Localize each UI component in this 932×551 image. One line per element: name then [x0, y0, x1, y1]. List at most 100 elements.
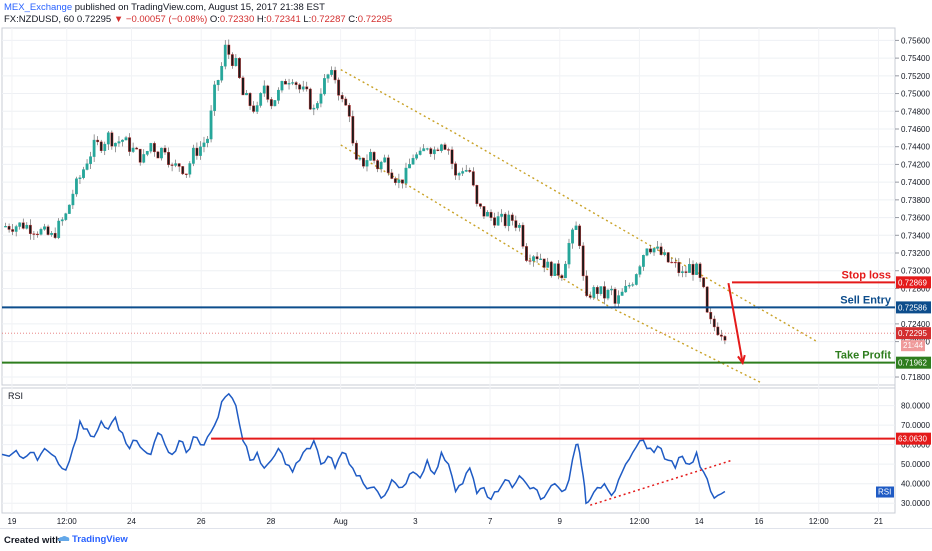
time-tick-label: 19 — [8, 517, 17, 526]
down-triangle-icon: ▼ — [113, 14, 124, 25]
level-name-2: Take Profit — [835, 350, 891, 362]
candle — [60, 219, 64, 222]
time-tick-label: 9 — [558, 517, 563, 526]
candle — [142, 154, 146, 163]
candle — [362, 157, 365, 167]
candle — [71, 193, 75, 206]
symbol-label: FX:NZDUSD, 60 — [4, 14, 75, 25]
candle — [631, 284, 635, 286]
high-value: 0.72341 — [266, 14, 301, 25]
candle — [624, 285, 628, 293]
candle — [330, 69, 333, 75]
high-label: H: — [256, 14, 267, 25]
candle — [117, 141, 121, 144]
candle — [514, 220, 518, 228]
candle — [351, 116, 355, 144]
candle — [592, 287, 596, 298]
candle — [663, 252, 667, 255]
candle — [255, 105, 259, 112]
footer: Created with TradingView — [0, 528, 932, 551]
arrow-head-icon — [737, 354, 746, 366]
candle — [199, 146, 202, 156]
candle — [397, 179, 401, 183]
candle — [372, 151, 376, 161]
candle — [340, 95, 344, 100]
tradingview-brand[interactable]: TradingView — [72, 534, 128, 545]
channel-upper-line — [340, 69, 818, 343]
candle — [603, 286, 606, 299]
candle — [202, 142, 206, 147]
candle — [486, 211, 489, 217]
candle — [238, 58, 241, 78]
candle — [528, 260, 532, 262]
candle — [404, 167, 408, 184]
candle — [418, 150, 422, 155]
rsi-pane: 63.0630 RSI — [1, 392, 931, 506]
candle — [177, 163, 181, 167]
price-tick-label: 0.73400 — [901, 231, 930, 240]
candle — [539, 258, 543, 260]
low-label: L: — [303, 14, 312, 25]
candle — [698, 263, 702, 278]
candle — [291, 82, 294, 84]
candle — [7, 226, 11, 230]
candle — [379, 161, 383, 170]
candle — [227, 44, 231, 55]
candle — [121, 139, 124, 142]
published-text: published on TradingView.com, August 15,… — [72, 2, 325, 13]
candle — [21, 222, 25, 229]
candle — [245, 93, 248, 96]
candle — [43, 226, 46, 230]
candle — [716, 326, 720, 336]
candle — [383, 157, 387, 163]
last-price-value: 0.72295 — [898, 329, 927, 338]
candle — [567, 243, 571, 265]
chart-canvas[interactable]: 0.75600 0.75400 0.75200 0.75000 0.74800 0.746… — [0, 0, 932, 528]
candle — [4, 226, 7, 228]
candle — [542, 258, 546, 268]
candle — [642, 255, 645, 267]
candle — [425, 148, 429, 150]
candle — [585, 275, 589, 297]
candle — [670, 261, 674, 264]
candle — [28, 224, 32, 234]
publisher-link[interactable]: MEX_Exchange — [4, 2, 73, 13]
candle — [344, 98, 348, 106]
last-value: 0.72295 — [76, 14, 112, 25]
candles — [4, 39, 727, 345]
price-tick-label: 0.74400 — [901, 143, 930, 152]
candle — [712, 318, 716, 328]
candle — [337, 79, 341, 96]
price-tick-label: 0.75400 — [901, 54, 930, 63]
candle — [719, 334, 723, 337]
candle — [471, 171, 475, 186]
price-tick-label: 0.73600 — [901, 214, 930, 223]
candle — [128, 137, 131, 152]
candle — [510, 214, 514, 221]
candle — [160, 147, 163, 159]
candle — [411, 158, 415, 165]
rsi-trendline — [590, 459, 733, 506]
candle — [599, 286, 603, 294]
candle — [53, 232, 57, 238]
candle — [507, 214, 511, 227]
candle — [478, 203, 482, 207]
candle — [613, 288, 617, 304]
candle — [32, 233, 36, 235]
level-value-0: 0.72869 — [898, 278, 927, 287]
candle — [82, 169, 85, 178]
candle — [429, 148, 433, 155]
candle — [99, 141, 103, 151]
candle — [606, 289, 610, 299]
price-tick-label: 0.75000 — [901, 90, 930, 99]
candle — [174, 163, 178, 166]
chart-header: MEX_Exchange published on TradingView.co… — [4, 2, 392, 26]
trade-levels[interactable]: Stop loss 0.72869 Sell Entry 0.72586 Take Pr… — [2, 269, 931, 369]
candle — [106, 132, 110, 145]
candle — [500, 213, 504, 217]
candle — [649, 248, 652, 253]
candle — [241, 77, 245, 96]
price-tick-label: 0.73000 — [901, 267, 930, 276]
candle — [386, 157, 390, 174]
candle — [124, 137, 128, 141]
